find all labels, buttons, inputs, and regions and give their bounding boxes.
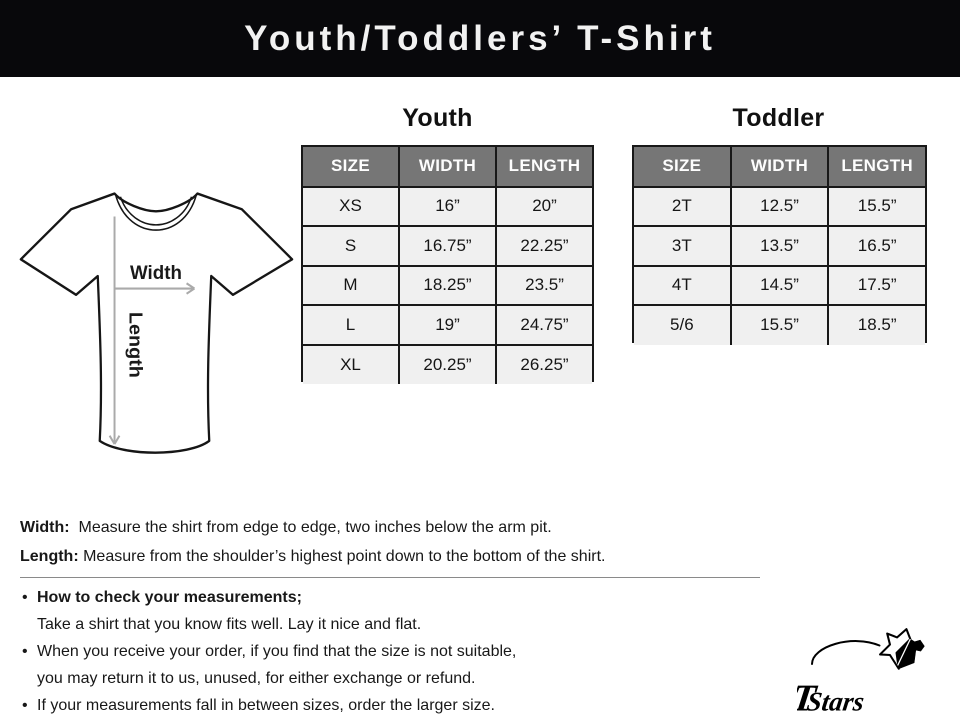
svg-text:Width: Width [130, 263, 182, 285]
svg-text:Length: Length [124, 312, 144, 378]
svg-text:TStars: TStars [797, 678, 867, 720]
